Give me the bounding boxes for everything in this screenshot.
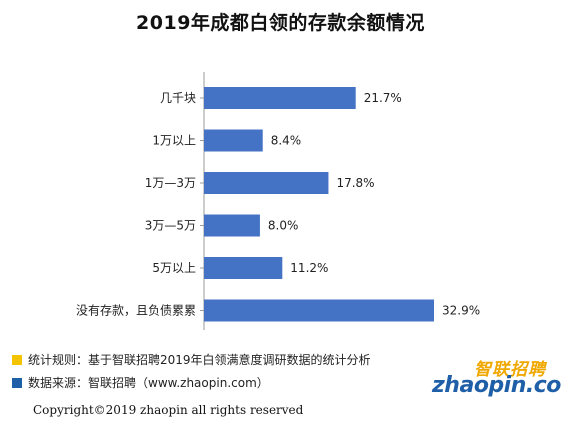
data-source-note: 数据来源：智联招聘（www.zhaopin.com） bbox=[12, 374, 269, 391]
stat-rule-note: 统计规则：基于智联招聘2019年白领满意度调研数据的统计分析 bbox=[12, 351, 371, 368]
value-label-0: 21.7% bbox=[364, 91, 402, 105]
zhaopin-logo: 智联招聘 zhaopin.com bbox=[432, 355, 561, 401]
yellow-square-icon bbox=[12, 354, 22, 365]
stat-rule-text: 统计规则：基于智联招聘2019年白领满意度调研数据的统计分析 bbox=[28, 353, 371, 367]
bar-3 bbox=[204, 214, 260, 237]
category-label-4: 5万以上 bbox=[152, 261, 196, 275]
bar-4 bbox=[204, 257, 283, 279]
bar-chart: 几千块 21.7% 1万以上 8.4% 1万—3万 17.8% 3万—5万 8.0% 5万以上 1… bbox=[76, 72, 480, 330]
category-label-0: 几千块 bbox=[160, 91, 196, 105]
value-label-1: 8.4% bbox=[271, 134, 302, 148]
bar-0 bbox=[204, 87, 356, 109]
value-label-3: 8.0% bbox=[268, 219, 299, 233]
value-label-2: 17.8% bbox=[336, 176, 374, 190]
data-source-text: 数据来源：智联招聘（www.zhaopin.com） bbox=[28, 376, 269, 390]
category-label-5: 没有存款，且负债累累 bbox=[76, 303, 196, 318]
chart-title: 2019年成都白领的存款余额情况 bbox=[136, 12, 425, 34]
logo-cn-text: 智联招聘 bbox=[474, 360, 546, 380]
category-label-2: 1万—3万 bbox=[145, 176, 196, 190]
logo-en-text: zhaopin.com bbox=[432, 373, 561, 398]
category-label-1: 1万以上 bbox=[152, 134, 196, 148]
value-label-5: 32.9% bbox=[442, 304, 480, 318]
category-label-3: 3万—5万 bbox=[145, 219, 196, 233]
value-label-4: 11.2% bbox=[290, 261, 328, 275]
bar-1 bbox=[204, 129, 263, 152]
bar-2 bbox=[204, 172, 329, 194]
copyright-text: Copyright©2019 zhaopin all rights reserv… bbox=[33, 403, 304, 417]
blue-square-icon bbox=[12, 377, 22, 388]
bar-5 bbox=[204, 299, 434, 322]
